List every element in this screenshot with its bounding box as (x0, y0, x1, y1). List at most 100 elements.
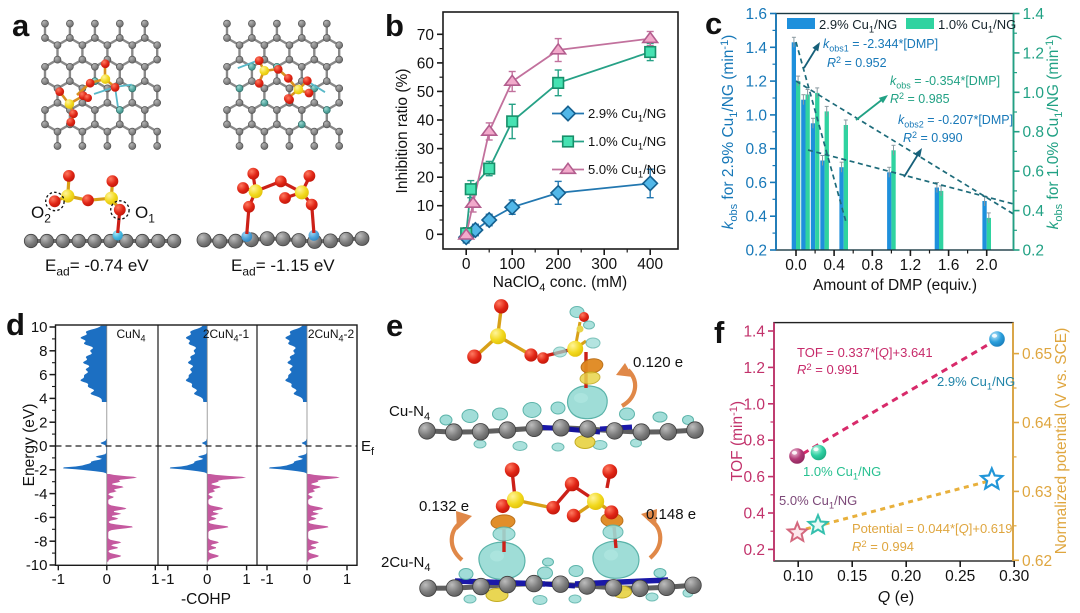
svg-text:2CuN4-2: 2CuN4-2 (308, 327, 355, 344)
svg-text:10: 10 (31, 319, 48, 336)
svg-text:2CuN4-1: 2CuN4-1 (203, 327, 250, 344)
svg-text:0.8: 0.8 (1023, 124, 1045, 141)
svg-text:30: 30 (417, 141, 435, 158)
svg-text:60: 60 (417, 55, 435, 72)
svg-text:b: b (385, 8, 404, 43)
svg-text:0.8: 0.8 (745, 141, 767, 158)
svg-text:5.0% Cu1/NG: 5.0% Cu1/NG (779, 493, 857, 512)
svg-text:400: 400 (637, 256, 663, 273)
svg-text:0.30: 0.30 (999, 568, 1030, 585)
svg-text:0: 0 (39, 438, 47, 455)
svg-text:0: 0 (462, 256, 471, 273)
svg-text:-8: -8 (34, 533, 47, 550)
svg-text:R2 = 0.985: R2 = 0.985 (890, 91, 950, 106)
svg-text:1.4: 1.4 (1023, 6, 1045, 23)
svg-text:0.8: 0.8 (743, 433, 765, 450)
svg-text:Ead= -0.74 eV: Ead= -0.74 eV (45, 256, 149, 279)
svg-text:1.0% Cu1/NG: 1.0% Cu1/NG (588, 134, 666, 153)
svg-text:d: d (6, 307, 25, 342)
svg-text:0.148 e: 0.148 e (646, 506, 696, 523)
svg-text:0.64: 0.64 (1022, 415, 1053, 432)
svg-text:0.15: 0.15 (837, 568, 867, 585)
svg-text:Energy (eV): Energy (eV) (21, 404, 38, 487)
svg-text:1.2: 1.2 (745, 74, 767, 91)
svg-text:0.10: 0.10 (783, 568, 814, 585)
svg-text:0.62: 0.62 (1022, 553, 1052, 570)
svg-text:0.4: 0.4 (743, 506, 765, 523)
svg-text:0.4: 0.4 (1023, 203, 1045, 220)
svg-text:0.6: 0.6 (1023, 164, 1045, 181)
svg-text:Potential = 0.044*[Q]+0.619: Potential = 0.044*[Q]+0.619 (852, 521, 1012, 536)
svg-text:-1: -1 (161, 571, 174, 588)
svg-text:kobs for 1.0% Cu1/NG (min-1): kobs for 1.0% Cu1/NG (min-1) (1044, 35, 1065, 230)
svg-text:1.4: 1.4 (743, 324, 765, 341)
svg-text:0.2: 0.2 (743, 542, 765, 559)
svg-text:CuN4: CuN4 (116, 327, 145, 344)
svg-text:0.6: 0.6 (743, 469, 765, 486)
svg-text:10: 10 (417, 198, 435, 215)
svg-text:2: 2 (39, 414, 47, 431)
svg-text:-4: -4 (34, 486, 47, 503)
svg-text:300: 300 (591, 256, 617, 273)
svg-text:6: 6 (39, 367, 47, 384)
svg-text:-10: -10 (26, 557, 48, 574)
svg-text:2Cu-N4: 2Cu-N4 (381, 554, 430, 574)
svg-text:-2: -2 (34, 462, 47, 479)
svg-text:Normalized potential (V vs. SC: Normalized potential (V vs. SCE) (1053, 328, 1070, 555)
svg-text:0.2: 0.2 (1023, 243, 1045, 260)
svg-text:1: 1 (151, 571, 159, 588)
svg-text:100: 100 (499, 256, 525, 273)
svg-text:-1: -1 (52, 571, 65, 588)
svg-text:0: 0 (103, 571, 111, 588)
svg-text:TOF (min-1): TOF (min-1) (728, 401, 746, 481)
svg-text:1.0: 1.0 (743, 396, 765, 413)
svg-text:0.0: 0.0 (785, 257, 807, 274)
svg-text:Q (e): Q (e) (878, 589, 914, 606)
svg-text:0.20: 0.20 (891, 568, 922, 585)
svg-text:Ead= -1.15 eV: Ead= -1.15 eV (231, 256, 335, 279)
svg-text:20: 20 (417, 170, 435, 187)
svg-text:f: f (714, 315, 725, 350)
svg-text:1.0% Cu1/NG: 1.0% Cu1/NG (938, 17, 1016, 36)
svg-text:R2 = 0.991: R2 = 0.991 (797, 362, 859, 377)
svg-text:-6: -6 (34, 510, 47, 527)
svg-text:kobs2 = -0.207*[DMP]: kobs2 = -0.207*[DMP] (898, 113, 1013, 130)
svg-text:1.0: 1.0 (1023, 85, 1045, 102)
svg-text:kobs for 2.9% Cu1/NG (min-1): kobs for 2.9% Cu1/NG (min-1) (719, 35, 740, 230)
svg-text:0: 0 (425, 227, 434, 244)
svg-text:TOF = 0.337*[Q]+3.641: TOF = 0.337*[Q]+3.641 (797, 345, 933, 360)
svg-text:-1: -1 (260, 571, 273, 588)
svg-text:e: e (386, 308, 403, 343)
svg-text:70: 70 (417, 27, 435, 44)
svg-text:1.2: 1.2 (1023, 45, 1045, 62)
svg-text:200: 200 (545, 256, 571, 273)
svg-text:1.2: 1.2 (743, 360, 765, 377)
svg-text:Cu-N4: Cu-N4 (389, 403, 430, 423)
svg-text:-COHP: -COHP (181, 591, 231, 608)
svg-text:1.0: 1.0 (745, 107, 767, 124)
svg-text:0.4: 0.4 (745, 209, 767, 226)
svg-text:50: 50 (417, 84, 435, 101)
svg-text:0: 0 (303, 571, 311, 588)
svg-text:0.65: 0.65 (1022, 346, 1052, 363)
svg-text:4: 4 (39, 391, 47, 408)
svg-text:0.132 e: 0.132 e (419, 498, 469, 515)
svg-text:0.25: 0.25 (945, 568, 975, 585)
svg-text:0.120 e: 0.120 e (633, 354, 683, 371)
svg-text:2.9% Cu1/NG: 2.9% Cu1/NG (819, 17, 897, 36)
svg-text:a: a (12, 8, 30, 43)
svg-text:R2 = 0.990: R2 = 0.990 (903, 130, 963, 145)
svg-text:Inhibition ratio (%): Inhibition ratio (%) (394, 69, 411, 194)
svg-text:2.9% Cu1/NG: 2.9% Cu1/NG (588, 106, 666, 125)
svg-text:1.4: 1.4 (745, 40, 767, 57)
svg-text:1.0% Cu1/NG: 1.0% Cu1/NG (803, 464, 881, 483)
svg-text:2.9% Cu1/NG: 2.9% Cu1/NG (937, 374, 1015, 393)
svg-text:1: 1 (343, 571, 351, 588)
svg-text:8: 8 (39, 343, 47, 360)
svg-text:1.6: 1.6 (745, 6, 767, 23)
svg-text:1.6: 1.6 (938, 257, 960, 274)
svg-text:0.4: 0.4 (823, 257, 845, 274)
svg-text:0.8: 0.8 (862, 257, 884, 274)
svg-text:40: 40 (417, 113, 435, 130)
svg-text:1.2: 1.2 (900, 257, 922, 274)
